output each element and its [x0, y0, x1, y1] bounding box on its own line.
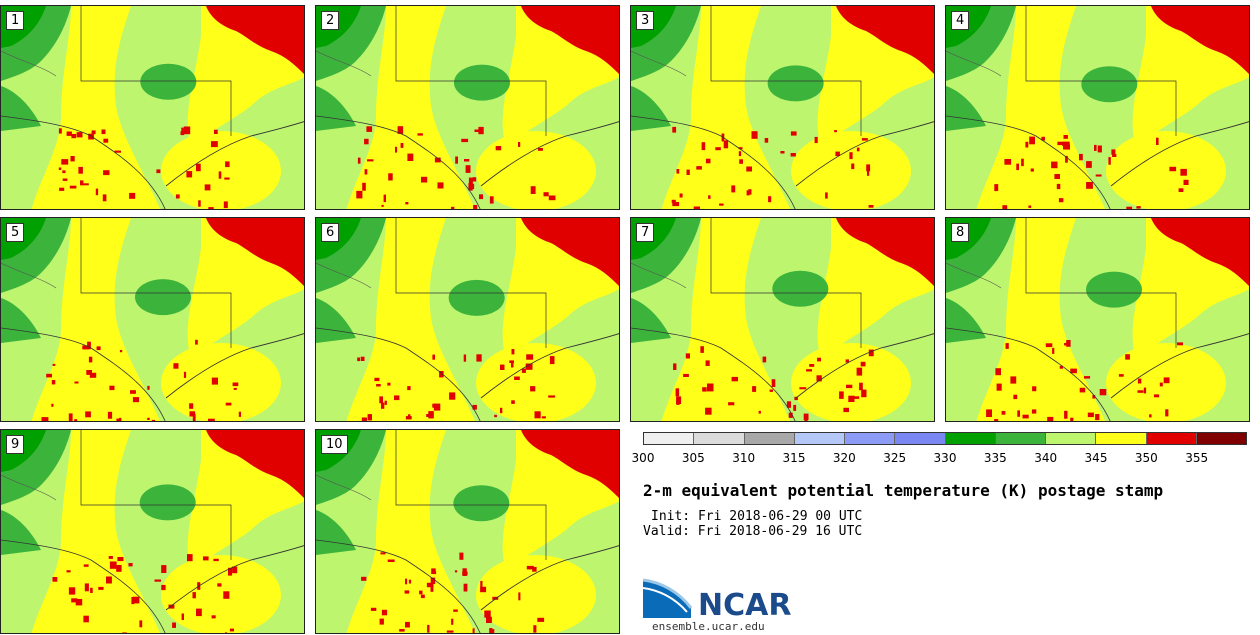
- ensemble-member-panel: 2: [315, 5, 620, 210]
- ensemble-member-panel: 5: [0, 217, 305, 422]
- colorbar-segment: [1096, 433, 1147, 444]
- colorbar-segment: [694, 433, 745, 444]
- colorbar-tick-label: 340: [1034, 451, 1058, 465]
- ensemble-member-panel: 8: [945, 217, 1250, 422]
- member-label: 5: [6, 223, 25, 242]
- colorbar-segment: [945, 433, 996, 444]
- colorbar-tick-label: 355: [1185, 451, 1209, 465]
- map-field: [946, 218, 1249, 421]
- map-field: [1, 6, 304, 209]
- colorbar-tick-label: 310: [732, 451, 756, 465]
- member-label: 3: [636, 11, 655, 30]
- map-field: [316, 6, 619, 209]
- map-field: [1, 430, 304, 633]
- member-label: 4: [951, 11, 970, 30]
- colorbar-segment: [1046, 433, 1097, 444]
- colorbar-segment: [845, 433, 896, 444]
- colorbar-tick-label: 305: [681, 451, 705, 465]
- colorbar-tick-label: 330: [933, 451, 957, 465]
- map-field: [631, 218, 934, 421]
- colorbar-segment: [744, 433, 795, 444]
- map-field: [631, 6, 934, 209]
- member-label: 1: [6, 11, 25, 30]
- ensemble-member-panel: 10: [315, 429, 620, 634]
- ensemble-member-panel: 6: [315, 217, 620, 422]
- ncar-logo-icon: [643, 578, 693, 618]
- ensemble-member-panel: 9: [0, 429, 305, 634]
- colorbar-segment: [995, 433, 1046, 444]
- colorbar-tick-label: 300: [631, 451, 655, 465]
- member-label: 6: [321, 223, 340, 242]
- member-label: 8: [951, 223, 970, 242]
- member-label: 10: [321, 435, 348, 454]
- map-field: [316, 430, 619, 633]
- valid-time: Valid: Fri 2018-06-29 16 UTC: [643, 524, 863, 539]
- colorbar-segment: [794, 433, 845, 444]
- ensemble-member-panel: 4: [945, 5, 1250, 210]
- colorbar-tick-label: 320: [832, 451, 856, 465]
- member-label: 9: [6, 435, 25, 454]
- ensemble-member-panel: 1: [0, 5, 305, 210]
- ensemble-member-panel: 3: [630, 5, 935, 210]
- ensemble-member-panel: 7: [630, 217, 935, 422]
- map-field: [316, 218, 619, 421]
- logo-url: ensemble.ucar.edu: [652, 620, 765, 633]
- map-field: [1, 218, 304, 421]
- colorbar-segment: [644, 433, 695, 444]
- colorbar-tick-label: 335: [983, 451, 1007, 465]
- colorbar-segment: [1146, 433, 1197, 444]
- colorbar-tick-label: 350: [1134, 451, 1158, 465]
- member-label: 7: [636, 223, 655, 242]
- logo-wordmark: NCAR: [698, 588, 792, 623]
- colorbar-tick-label: 325: [883, 451, 907, 465]
- colorbar-segment: [895, 433, 946, 444]
- colorbar-tick-label: 345: [1084, 451, 1108, 465]
- colorbar-tick-label: 315: [782, 451, 806, 465]
- member-label: 2: [321, 11, 340, 30]
- chart-title: 2-m equivalent potential temperature (K)…: [643, 481, 1164, 500]
- colorbar: [643, 432, 1247, 445]
- colorbar-segment: [1196, 433, 1246, 444]
- map-field: [946, 6, 1249, 209]
- init-time: Init: Fri 2018-06-29 00 UTC: [651, 509, 863, 524]
